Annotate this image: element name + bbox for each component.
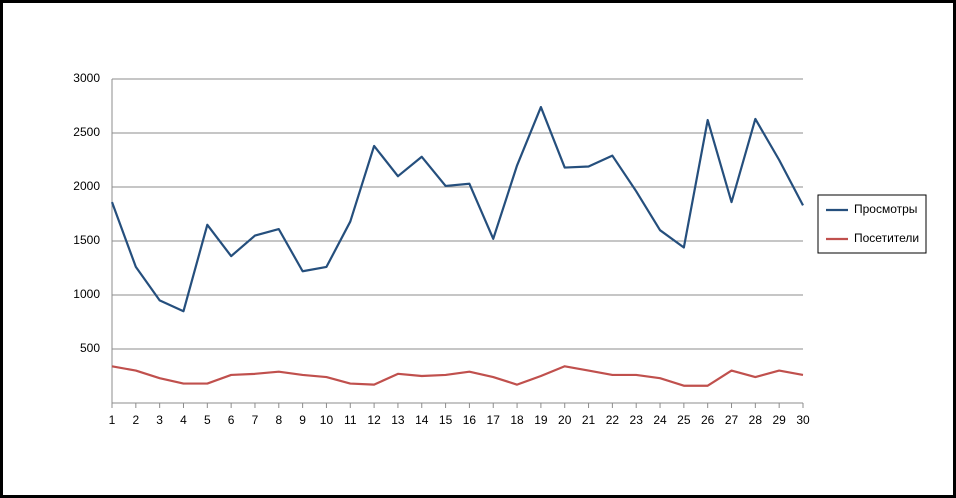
x-tick-label: 5 xyxy=(204,413,211,427)
x-tick-label: 4 xyxy=(180,413,187,427)
x-tick-label: 18 xyxy=(510,413,524,427)
x-tick-label: 15 xyxy=(439,413,453,427)
x-tick-label: 26 xyxy=(701,413,715,427)
x-tick-label: 7 xyxy=(252,413,259,427)
x-tick-label: 23 xyxy=(630,413,644,427)
y-tick-label: 1500 xyxy=(73,233,100,247)
x-tick-label: 11 xyxy=(344,413,357,427)
x-tick-label: 28 xyxy=(749,413,763,427)
x-tick-label: 27 xyxy=(725,413,739,427)
x-tick-label: 24 xyxy=(653,413,667,427)
x-tick-label: 10 xyxy=(320,413,334,427)
x-tick-label: 21 xyxy=(582,413,596,427)
legend-label: Просмотры xyxy=(854,202,917,216)
x-tick-label: 22 xyxy=(606,413,620,427)
y-tick-label: 2500 xyxy=(73,125,100,139)
legend-box xyxy=(817,194,927,254)
x-tick-label: 30 xyxy=(796,413,810,427)
x-tick-label: 1 xyxy=(109,413,116,427)
x-tick-label: 12 xyxy=(367,413,381,427)
series-line xyxy=(111,365,804,387)
legend-label: Посетители xyxy=(854,231,919,245)
y-tick-label: 3000 xyxy=(73,71,100,85)
x-tick-label: 20 xyxy=(558,413,572,427)
y-tick-label: 500 xyxy=(80,341,100,355)
x-tick-label: 14 xyxy=(415,413,429,427)
x-tick-label: 25 xyxy=(677,413,691,427)
x-tick-label: 2 xyxy=(132,413,139,427)
series-line xyxy=(110,105,804,313)
x-tick-label: 17 xyxy=(487,413,501,427)
y-tick-label: 1000 xyxy=(73,287,100,301)
x-tick-label: 19 xyxy=(534,413,548,427)
x-tick-label: 29 xyxy=(772,413,786,427)
x-tick-label: 13 xyxy=(391,413,405,427)
x-tick-label: 8 xyxy=(275,413,282,427)
x-tick-label: 9 xyxy=(299,413,306,427)
y-tick-label: 2000 xyxy=(73,179,100,193)
x-tick-label: 6 xyxy=(228,413,235,427)
x-tick-label: 3 xyxy=(156,413,163,427)
x-tick-label: 16 xyxy=(463,413,477,427)
